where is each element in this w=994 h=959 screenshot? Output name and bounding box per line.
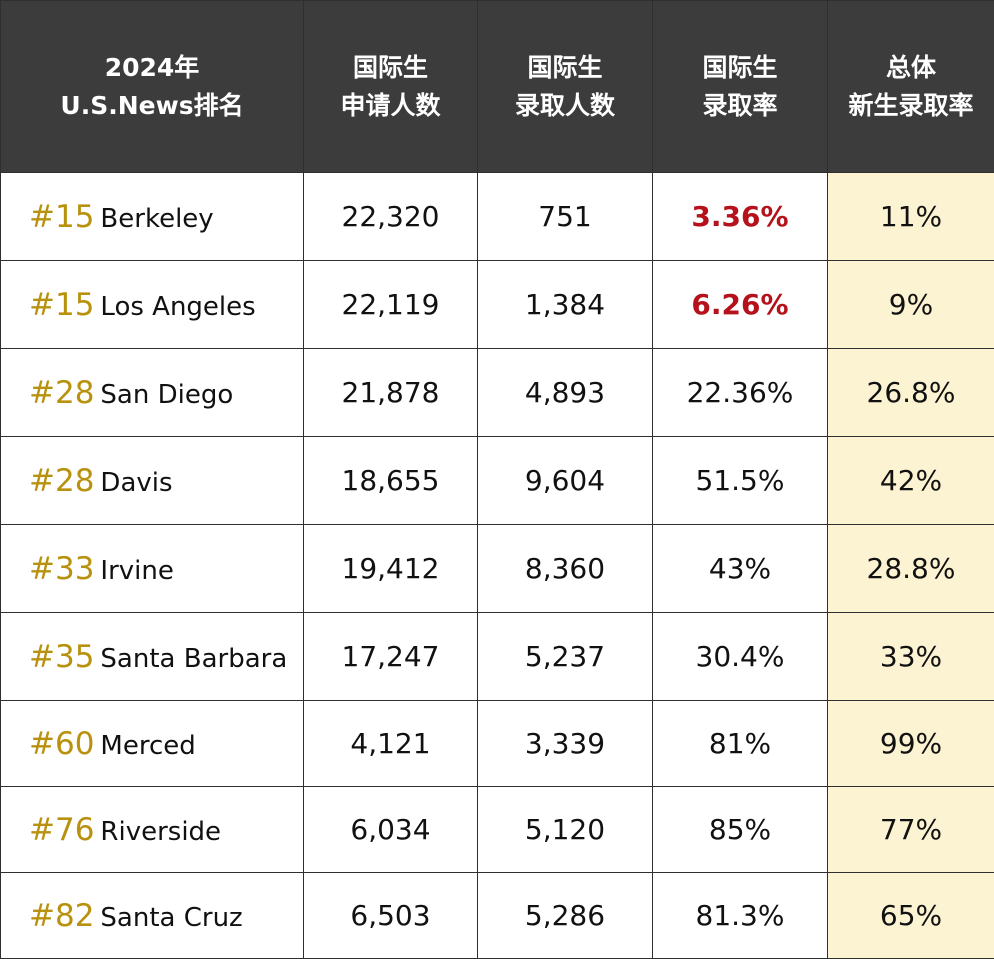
applicants-cell: 22,119 [304, 261, 478, 349]
admitted-cell: 9,604 [478, 437, 653, 525]
header-ranking-line1: 2024年 [1, 49, 303, 87]
header-overall-rate-line1: 总体 [828, 49, 994, 87]
rank-label: #60 [29, 726, 94, 762]
overall-rate-cell: 9% [828, 261, 994, 349]
overall-rate-cell: 28.8% [828, 525, 994, 613]
header-ranking-line2: U.S.News排名 [1, 87, 303, 125]
campus-name: Riverside [100, 817, 221, 847]
header-intl-applicants-line1: 国际生 [304, 49, 477, 87]
header-row: 2024年 U.S.News排名 国际生 申请人数 国际生 录取人数 国际生 录… [1, 1, 994, 173]
intl-rate-cell: 81.3% [653, 873, 828, 959]
header-intl-applicants-line2: 申请人数 [304, 87, 477, 125]
intl-rate-cell: 3.36% [653, 173, 828, 261]
header-intl-rate-line2: 录取率 [653, 87, 827, 125]
rank-label: #35 [29, 639, 94, 675]
campus-name: Los Angeles [100, 292, 255, 322]
admitted-cell: 5,286 [478, 873, 653, 959]
campus-name: Santa Cruz [100, 903, 242, 933]
intl-rate-cell: 81% [653, 701, 828, 787]
rank-label: #76 [29, 812, 94, 848]
header-intl-admitted-line2: 录取人数 [478, 87, 652, 125]
rank-label: #33 [29, 551, 94, 587]
applicants-cell: 6,034 [304, 787, 478, 873]
overall-rate-cell: 77% [828, 787, 994, 873]
overall-rate-cell: 11% [828, 173, 994, 261]
intl-rate-cell: 6.26% [653, 261, 828, 349]
rank-label: #15 [29, 199, 94, 235]
header-ranking: 2024年 U.S.News排名 [1, 1, 304, 173]
admitted-cell: 8,360 [478, 525, 653, 613]
intl-rate-cell: 22.36% [653, 349, 828, 437]
admitted-cell: 5,120 [478, 787, 653, 873]
intl-rate-cell: 30.4% [653, 613, 828, 701]
admitted-cell: 751 [478, 173, 653, 261]
campus-name: Davis [100, 468, 172, 498]
admitted-cell: 1,384 [478, 261, 653, 349]
campus-name: Berkeley [100, 204, 213, 234]
applicants-cell: 22,320 [304, 173, 478, 261]
applicants-cell: 6,503 [304, 873, 478, 959]
header-overall-rate: 总体 新生录取率 [828, 1, 994, 173]
header-intl-applicants: 国际生 申请人数 [304, 1, 478, 173]
admitted-cell: 3,339 [478, 701, 653, 787]
rank-label: #28 [29, 463, 94, 499]
header-intl-rate: 国际生 录取率 [653, 1, 828, 173]
applicants-cell: 21,878 [304, 349, 478, 437]
intl-rate-cell: 85% [653, 787, 828, 873]
campus-name: San Diego [100, 380, 233, 410]
overall-rate-cell: 42% [828, 437, 994, 525]
applicants-cell: 18,655 [304, 437, 478, 525]
overall-rate-cell: 65% [828, 873, 994, 959]
overall-rate-cell: 99% [828, 701, 994, 787]
header-intl-admitted: 国际生 录取人数 [478, 1, 653, 173]
campus-name: Irvine [100, 556, 173, 586]
rank-label: #28 [29, 375, 94, 411]
header-intl-rate-line1: 国际生 [653, 49, 827, 87]
applicants-cell: 19,412 [304, 525, 478, 613]
intl-rate-cell: 43% [653, 525, 828, 613]
header-intl-admitted-line1: 国际生 [478, 49, 652, 87]
rank-label: #15 [29, 287, 94, 323]
overall-rate-cell: 26.8% [828, 349, 994, 437]
admitted-cell: 5,237 [478, 613, 653, 701]
admitted-cell: 4,893 [478, 349, 653, 437]
header-overall-rate-line2: 新生录取率 [828, 87, 994, 125]
applicants-cell: 17,247 [304, 613, 478, 701]
rank-label: #82 [29, 898, 94, 934]
overall-rate-cell: 33% [828, 613, 994, 701]
campus-name: Merced [100, 731, 195, 761]
campus-name: Santa Barbara [100, 644, 287, 674]
intl-rate-cell: 51.5% [653, 437, 828, 525]
applicants-cell: 4,121 [304, 701, 478, 787]
